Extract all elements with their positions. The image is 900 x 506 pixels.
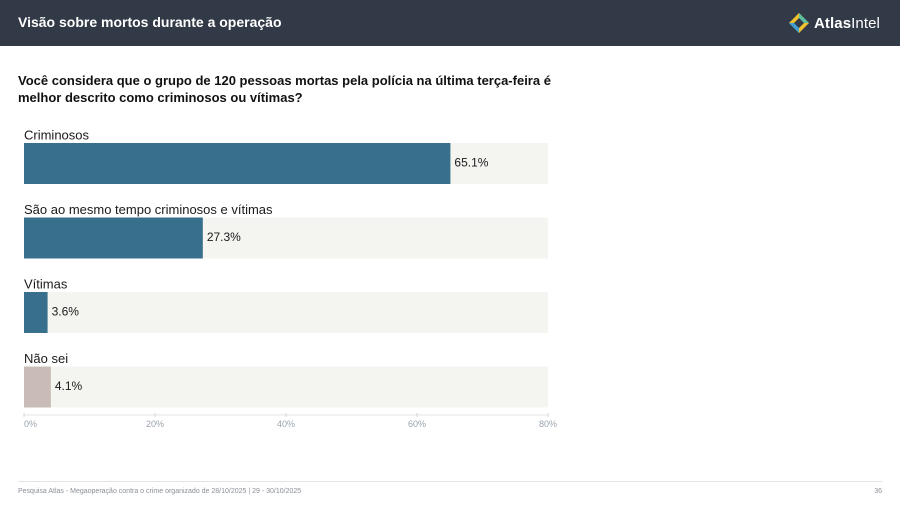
x-tick-label: 60% [408, 419, 426, 429]
value-label: 3.6% [52, 305, 80, 319]
bar [24, 217, 203, 259]
x-tick-label: 80% [539, 419, 557, 429]
header-bar: Visão sobre mortos durante a operação At… [0, 0, 900, 46]
atlasintel-logo: AtlasIntel [788, 11, 880, 35]
survey-question: Você considera que o grupo de 120 pessoa… [18, 73, 551, 105]
x-tick-label: 0% [24, 419, 37, 429]
atlasintel-logo-icon [788, 13, 809, 33]
bar-track [24, 292, 548, 333]
footer-divider [18, 481, 882, 482]
page-title: Visão sobre mortos durante a operação [18, 14, 282, 30]
footer-source: Pesquisa Atlas - Megaoperação contra o c… [18, 488, 302, 495]
bar [24, 143, 451, 184]
bar-track [24, 366, 548, 408]
value-label: 27.3% [207, 230, 241, 244]
x-tick-label: 20% [146, 419, 164, 429]
value-label: 65.1% [454, 156, 488, 170]
category-label: São ao mesmo tempo criminosos e vítimas [24, 202, 273, 217]
category-label: Não sei [24, 351, 68, 366]
bar [24, 366, 51, 408]
bar-chart: Criminosos 65.1% São ao mesmo tempo crimin… [23, 127, 557, 429]
category-label: Vítimas [24, 276, 68, 291]
bar [24, 292, 48, 333]
x-tick-label: 40% [277, 419, 295, 429]
category-label: Criminosos [24, 127, 90, 142]
value-label: 4.1% [55, 379, 83, 393]
page-number: 36 [874, 488, 882, 495]
logo-text: AtlasIntel [813, 14, 880, 32]
